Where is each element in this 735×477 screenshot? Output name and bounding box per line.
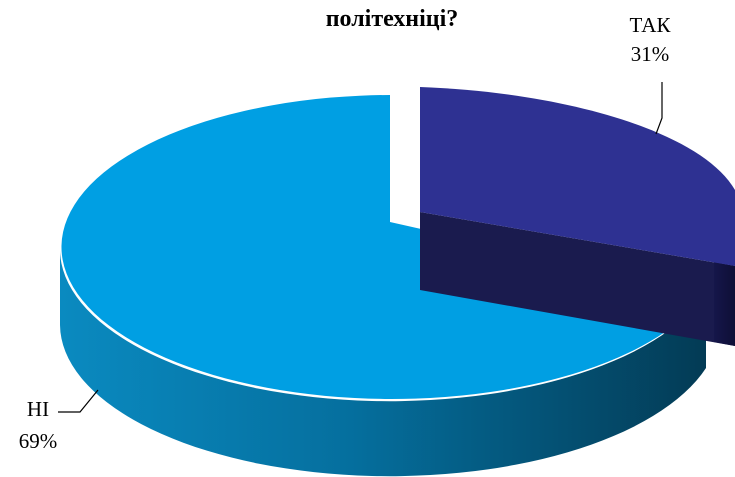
- label-tak: ТАК 31%: [630, 13, 672, 135]
- leader-line-ni: [58, 389, 99, 413]
- chart-title: політехніці?: [326, 6, 459, 32]
- label-ni: НІ 69%: [19, 389, 99, 453]
- slice-ni: [60, 95, 707, 477]
- label-ni-name: НІ: [27, 397, 49, 421]
- label-ni-percent: 69%: [19, 429, 58, 453]
- slice-tak-inner-side: [420, 212, 735, 346]
- slice-ni-side: [60, 250, 706, 477]
- leader-line-tak: [655, 82, 663, 135]
- slice-ni-top: [61, 95, 707, 399]
- slice-tak: [420, 87, 735, 346]
- label-tak-percent: 31%: [631, 42, 670, 66]
- slice-tak-top: [420, 87, 735, 266]
- slice-tak-side: [714, 262, 735, 346]
- label-tak-name: ТАК: [630, 13, 672, 37]
